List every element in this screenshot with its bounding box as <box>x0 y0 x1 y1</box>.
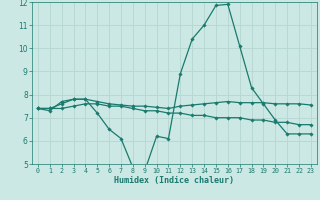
X-axis label: Humidex (Indice chaleur): Humidex (Indice chaleur) <box>115 176 234 185</box>
